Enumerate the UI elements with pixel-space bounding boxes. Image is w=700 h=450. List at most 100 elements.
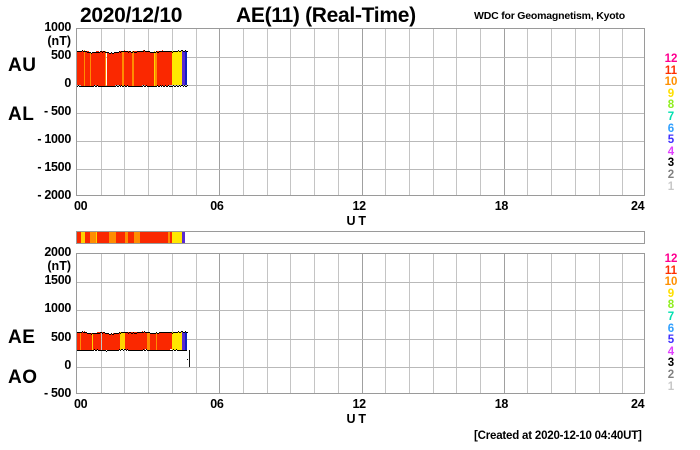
trace-column <box>94 52 97 86</box>
envelope-upper <box>95 333 97 335</box>
envelope-lower <box>94 349 96 351</box>
trace-tail <box>188 349 190 367</box>
envelope-lower <box>100 85 102 87</box>
trace-column <box>93 52 95 86</box>
envelope-lower <box>167 349 169 351</box>
trace-column <box>147 332 151 350</box>
envelope-upper <box>180 331 182 333</box>
envelope-upper <box>136 332 138 334</box>
envelope-upper <box>158 332 160 334</box>
envelope-lower <box>107 86 109 88</box>
legend-item-4: 4 <box>667 345 675 358</box>
envelope-upper <box>138 51 140 53</box>
envelope-upper <box>120 332 122 334</box>
envelope-upper <box>113 52 115 54</box>
envelope-upper <box>169 332 171 334</box>
gridline-vertical <box>219 29 220 195</box>
envelope-upper <box>184 331 186 333</box>
gridline-horizontal <box>77 282 644 283</box>
envelope-lower <box>83 349 85 351</box>
envelope-lower <box>187 85 189 87</box>
envelope-lower <box>154 349 156 351</box>
trace-column <box>94 332 96 350</box>
envelope-lower <box>140 349 142 351</box>
axis-name-au: AU <box>8 55 37 76</box>
envelope-lower <box>151 85 153 87</box>
gridline-vertical <box>456 254 457 393</box>
envelope-upper <box>120 51 122 53</box>
envelope-upper <box>81 331 83 333</box>
envelope-upper <box>116 52 118 54</box>
envelope-upper <box>162 50 164 52</box>
envelope-upper <box>119 51 121 53</box>
envelope-lower <box>168 85 170 87</box>
envelope-upper <box>109 52 111 54</box>
envelope-lower <box>111 350 113 352</box>
envelope-upper <box>83 51 85 53</box>
trace-column <box>104 51 107 87</box>
y-tick-label: - 1500 <box>37 160 71 174</box>
envelope-upper <box>185 50 187 52</box>
envelope-upper <box>156 51 158 53</box>
envelope-lower <box>133 85 135 87</box>
trace-column <box>111 52 114 86</box>
envelope-lower <box>122 349 124 351</box>
envelope-upper <box>80 332 82 334</box>
envelope-lower <box>138 85 140 87</box>
gridline-vertical <box>456 29 457 195</box>
envelope-lower <box>88 85 90 87</box>
trace-column <box>144 51 148 86</box>
envelope-upper <box>177 50 179 52</box>
envelope-lower <box>148 85 150 87</box>
trace-column <box>86 332 88 351</box>
envelope-lower <box>103 85 105 87</box>
envelope-lower <box>82 350 84 352</box>
envelope-upper <box>144 331 146 333</box>
envelope-upper <box>159 331 161 333</box>
trace-column <box>118 51 121 86</box>
gridline-vertical <box>385 254 386 393</box>
envelope-upper <box>110 333 112 335</box>
trace-column <box>124 50 126 86</box>
credit-label: WDC for Geomagnetism, Kyoto <box>474 10 625 22</box>
legend-item-6: 6 <box>667 322 675 335</box>
gridline-horizontal <box>77 339 644 340</box>
envelope-upper <box>168 51 170 53</box>
envelope-upper <box>123 331 125 333</box>
envelope-lower <box>119 85 121 87</box>
station-segment <box>98 232 106 243</box>
envelope-upper <box>117 333 119 335</box>
envelope-lower <box>171 85 173 87</box>
envelope-lower <box>97 349 99 351</box>
envelope-upper <box>112 333 114 335</box>
envelope-lower <box>102 85 104 87</box>
gridline-vertical <box>243 29 244 195</box>
x-tick-label: 18 <box>494 199 509 213</box>
envelope-lower <box>178 85 180 87</box>
envelope-upper <box>146 51 148 53</box>
station-segment <box>115 232 121 243</box>
envelope-lower <box>89 85 91 87</box>
legend-item-8: 8 <box>667 299 675 312</box>
envelope-upper <box>77 332 79 334</box>
envelope-upper <box>118 332 120 334</box>
envelope-upper <box>139 332 141 334</box>
envelope-lower <box>161 85 163 87</box>
envelope-lower <box>158 85 160 87</box>
gridline-vertical <box>196 254 197 393</box>
gridline-vertical <box>385 29 386 195</box>
envelope-lower <box>184 85 186 87</box>
envelope-lower <box>89 349 91 351</box>
trace-column <box>91 52 94 86</box>
trace-column <box>147 51 149 86</box>
envelope-lower <box>99 85 101 87</box>
envelope-lower <box>123 349 125 351</box>
envelope-lower <box>166 85 168 87</box>
envelope-lower <box>120 349 122 351</box>
envelope-upper <box>160 51 162 53</box>
envelope-lower <box>187 359 189 361</box>
envelope-upper <box>79 332 81 334</box>
legend-item-11: 11 <box>664 64 678 77</box>
envelope-lower <box>180 85 182 87</box>
y-tick-label: 0 <box>64 76 71 90</box>
